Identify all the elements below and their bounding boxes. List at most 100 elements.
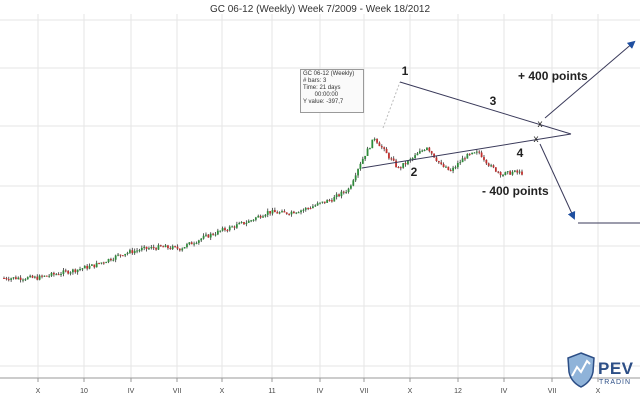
candle-body [181,248,184,251]
candle-body [335,194,338,197]
triangle-lower-line [361,133,572,169]
candle-body [29,275,32,278]
candle-body [86,265,89,269]
candle-body [126,252,129,254]
candle-body [178,248,181,251]
candle-body [340,191,343,197]
candle-body [33,276,36,278]
candle-body [131,250,134,254]
candle-body [509,171,512,175]
candle-body [12,277,15,279]
candle-body [464,158,466,160]
candle-body [323,201,326,203]
candle-body [402,163,405,168]
candle-body [136,250,138,252]
candle-body [112,259,115,261]
candle-body [41,275,43,277]
candle-body [304,208,307,210]
candle-body [440,162,443,165]
candle-body [7,279,10,281]
candle-body [321,201,324,203]
candle-body [214,234,217,236]
candle-body [390,158,393,160]
candle-body [376,138,378,143]
candle-body [283,211,286,213]
candle-body [235,224,238,228]
candle-body [221,228,224,231]
candle-body [176,246,179,249]
candle-body [504,172,507,176]
candle-body [499,171,502,176]
candle-body [10,278,13,280]
logo-name: PEV [598,359,634,378]
candle-body [264,214,267,217]
candle-body [167,245,169,249]
candle-body [397,167,400,169]
candle-body [333,196,336,202]
candle-body [190,242,193,245]
candle-body [50,272,53,276]
candle-body [226,230,229,232]
candle-body [138,250,141,252]
candle-body [435,157,438,162]
x-tick-label: X [408,388,413,395]
candle-body [93,264,96,268]
candle-body [207,234,210,238]
candle-body [281,211,283,213]
candle-body [502,175,504,177]
candle-body [295,212,298,214]
candle-body [416,153,419,156]
candle-body [361,158,364,164]
candle-body [124,253,127,256]
x-tick-label: VII [548,388,557,395]
candle-body [516,170,519,173]
x-tick-label: X [220,388,225,395]
candle-body [57,274,60,276]
candle-body [107,258,110,263]
shield-logo-icon [567,352,595,388]
candle-body [105,262,108,264]
candle-body [231,226,234,228]
candle-body [459,162,462,164]
candle-body [117,254,119,256]
candle-body [140,247,143,251]
candle-body [480,152,483,158]
candle-body [266,211,269,215]
candle-body [371,139,374,149]
breakout-marker: x [534,134,539,145]
candle-body [385,148,388,154]
candle-body [257,215,260,218]
candle-body [26,277,29,280]
candle-body [485,159,488,164]
candle-body [364,155,367,159]
candle-body [383,147,386,149]
candle-body [276,212,279,214]
candle-body [433,153,435,158]
candle-body [195,242,198,244]
x-tick-label: IV [501,388,508,395]
candle-body [338,194,340,197]
candle-body [157,245,160,250]
candle-body [254,217,257,220]
candle-body [193,243,195,245]
candle-body [456,163,459,168]
candle-body [428,147,431,152]
x-tick-label: VII [360,388,369,395]
candle-body [269,211,272,214]
x-tick-label: 12 [454,388,462,395]
candle-body [188,242,191,245]
x-tick-label: IV [128,388,135,395]
up-projection-arrow [544,40,636,119]
candle-body [342,191,345,193]
candle-body [159,245,162,247]
candle-body [247,220,250,223]
candle-body [95,262,98,268]
candle-body [69,272,72,274]
candle-body [300,210,302,213]
candle-body [22,279,24,281]
candle-body [373,138,376,140]
candle-body [331,200,333,202]
candle-body [250,220,253,222]
candle-body [72,269,74,273]
candle-body [88,265,91,269]
